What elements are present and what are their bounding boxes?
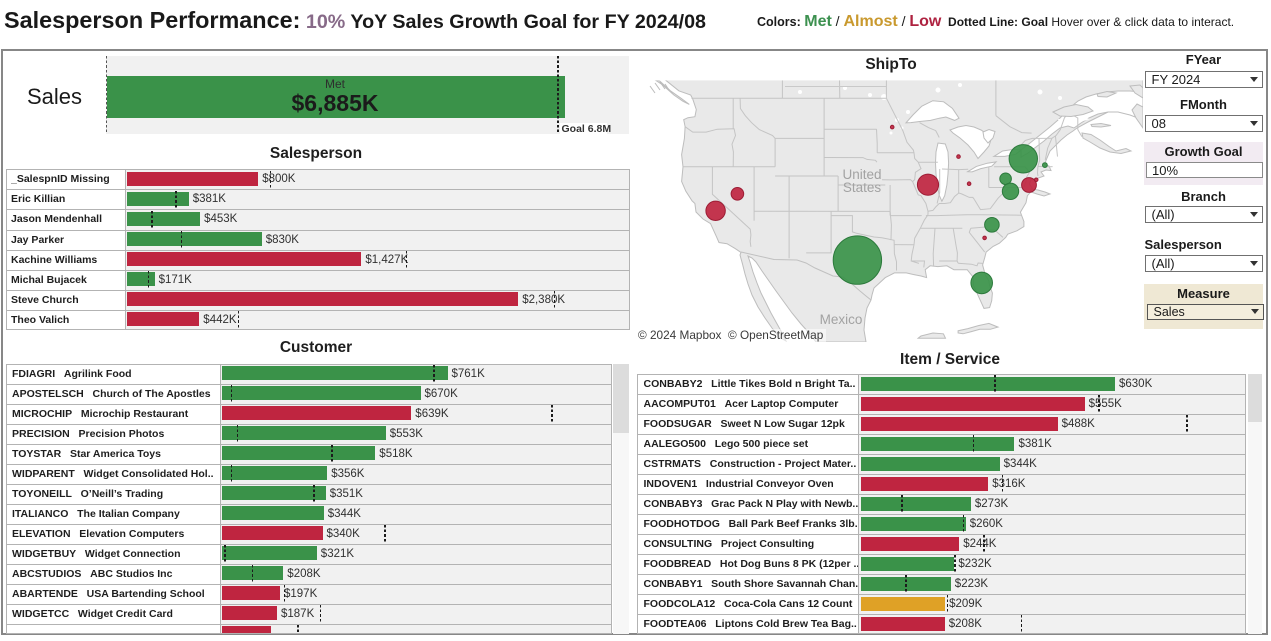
svg-text:Mexico: Mexico <box>820 312 863 327</box>
svg-text:United: United <box>842 167 881 182</box>
svg-text:States: States <box>843 180 882 195</box>
